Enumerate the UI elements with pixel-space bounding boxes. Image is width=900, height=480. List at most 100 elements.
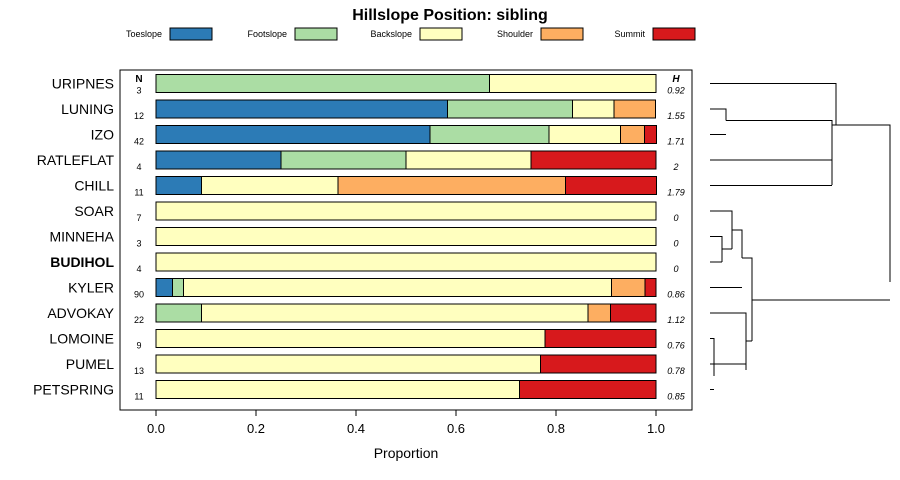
- bar-segment-shoulder: [587, 303, 611, 323]
- dendrogram-branch: [710, 83, 837, 125]
- row-label: LOMOINE: [49, 331, 114, 347]
- row-h-value: 1.71: [667, 137, 685, 147]
- bar-segment-backslope: [572, 99, 615, 119]
- row-label: CHILL: [74, 178, 114, 194]
- row-n-value: 22: [134, 315, 144, 325]
- bar-segment-backslope: [155, 252, 657, 272]
- row-h-value: 0.85: [667, 392, 686, 402]
- bar-segment-toeslope: [155, 150, 282, 170]
- bar-segment-shoulder: [620, 125, 645, 144]
- row-n-value: 12: [134, 111, 144, 121]
- row-h-value: 1.55: [667, 111, 686, 121]
- row-h-value: 0.86: [667, 290, 685, 300]
- bar-segment-backslope: [155, 380, 520, 399]
- bar-segment-toeslope: [155, 278, 173, 297]
- dendrogram-branch: [710, 210, 733, 249]
- row-n-value: 11: [134, 188, 143, 198]
- row-h-value: 0.76: [667, 341, 685, 351]
- dendrogram-branch: [835, 83, 891, 282]
- row-label: BUDIHOL: [50, 254, 114, 270]
- row-h-value: 1.12: [667, 315, 685, 325]
- dendrogram-branch: [732, 229, 743, 258]
- row-h-value: 0: [673, 264, 678, 274]
- row-n-value: 4: [136, 162, 141, 172]
- x-tick-label: 0.6: [447, 421, 465, 436]
- legend-label-summit: Summit: [614, 29, 645, 39]
- bar-segment-footslope: [447, 99, 573, 119]
- bar-segment-backslope: [155, 227, 657, 246]
- bar-segment-backslope: [489, 74, 657, 93]
- bar-segment-backslope: [155, 354, 541, 374]
- x-axis-label: Proportion: [374, 445, 439, 461]
- dendrogram-branch: [710, 108, 727, 121]
- row-n-value: 90: [134, 290, 144, 300]
- bar-segment-footslope: [155, 74, 490, 93]
- bar-segment-summit: [519, 380, 657, 399]
- bar-segment-shoulder: [611, 278, 646, 297]
- row-label: PETSPRING: [33, 382, 114, 398]
- row-h-value: 0.78: [667, 366, 685, 376]
- bar-segment-summit: [540, 354, 657, 374]
- bar-segment-toeslope: [155, 99, 448, 119]
- bar-segment-toeslope: [155, 125, 431, 144]
- row-label: KYLER: [68, 280, 114, 296]
- bar-segment-backslope: [155, 329, 546, 348]
- bar-segment-footslope: [155, 303, 202, 323]
- row-label: RATLEFLAT: [37, 152, 115, 168]
- plot-frame: [119, 69, 693, 411]
- dendrogram-branch: [710, 236, 723, 262]
- bar-segment-backslope: [201, 303, 589, 323]
- bar-segment-backslope: [183, 278, 612, 297]
- row-n-value: 7: [136, 213, 141, 223]
- legend-label-shoulder: Shoulder: [497, 29, 533, 39]
- bar-segment-summit: [610, 303, 657, 323]
- bar-segment-footslope: [429, 125, 550, 144]
- legend-swatch-backslope: [419, 27, 463, 41]
- row-h-value: 0: [673, 213, 678, 223]
- x-tick-label: 0.8: [547, 421, 565, 436]
- legend-swatch-shoulder: [540, 27, 584, 41]
- bar-segment-summit: [644, 125, 657, 144]
- row-n-value: 9: [136, 341, 141, 351]
- legend-label-toeslope: Toeslope: [126, 29, 162, 39]
- dendrogram: [710, 83, 891, 390]
- bar-segment-summit: [544, 329, 657, 348]
- x-tick-label: 0.0: [147, 421, 165, 436]
- bar-segment-shoulder: [613, 99, 656, 119]
- row-n-value: 13: [134, 366, 144, 376]
- x-tick-label: 0.4: [347, 421, 365, 436]
- row-h-value: 0.92: [667, 86, 685, 96]
- x-tick-label: 1.0: [647, 421, 665, 436]
- row-label: ADVOKAY: [47, 305, 114, 321]
- legend-label-footslope: Footslope: [247, 29, 287, 39]
- row-h-value: 2: [672, 162, 678, 172]
- row-h-value: 1.79: [667, 188, 685, 198]
- bar-segment-backslope: [155, 201, 657, 221]
- n-column-header: N: [135, 74, 142, 85]
- x-tick-label: 0.2: [247, 421, 265, 436]
- dendrogram-branch: [710, 312, 747, 370]
- bar-segment-footslope: [280, 150, 407, 170]
- legend-swatch-toeslope: [169, 27, 213, 41]
- row-n-value: 3: [136, 239, 141, 249]
- legend-label-backslope: Backslope: [370, 29, 412, 39]
- bar-segment-backslope: [548, 125, 621, 144]
- legend: Toeslope Footslope Backslope Shoulder Summit: [126, 27, 696, 41]
- h-column-header: H: [672, 74, 680, 85]
- bar-segment-backslope: [405, 150, 532, 170]
- chart-title: Hillslope Position: sibling: [352, 7, 548, 24]
- legend-swatch-footslope: [294, 27, 338, 41]
- legend-swatch-summit: [652, 27, 696, 41]
- row-label: PUMEL: [66, 356, 114, 372]
- bar-segment-toeslope: [155, 176, 202, 195]
- dendrogram-branch: [742, 257, 753, 341]
- row-n-value: 3: [136, 86, 141, 96]
- bar-segment-backslope: [201, 176, 339, 195]
- bar-segment-shoulder: [337, 176, 566, 195]
- x-axis: 0.0 0.2 0.4 0.6 0.8 1.0: [147, 410, 665, 436]
- dendrogram-branch: [710, 338, 715, 376]
- row-label: LUNING: [61, 101, 114, 117]
- row-h-value: 0: [673, 239, 678, 249]
- bar-segment-footslope: [172, 278, 184, 297]
